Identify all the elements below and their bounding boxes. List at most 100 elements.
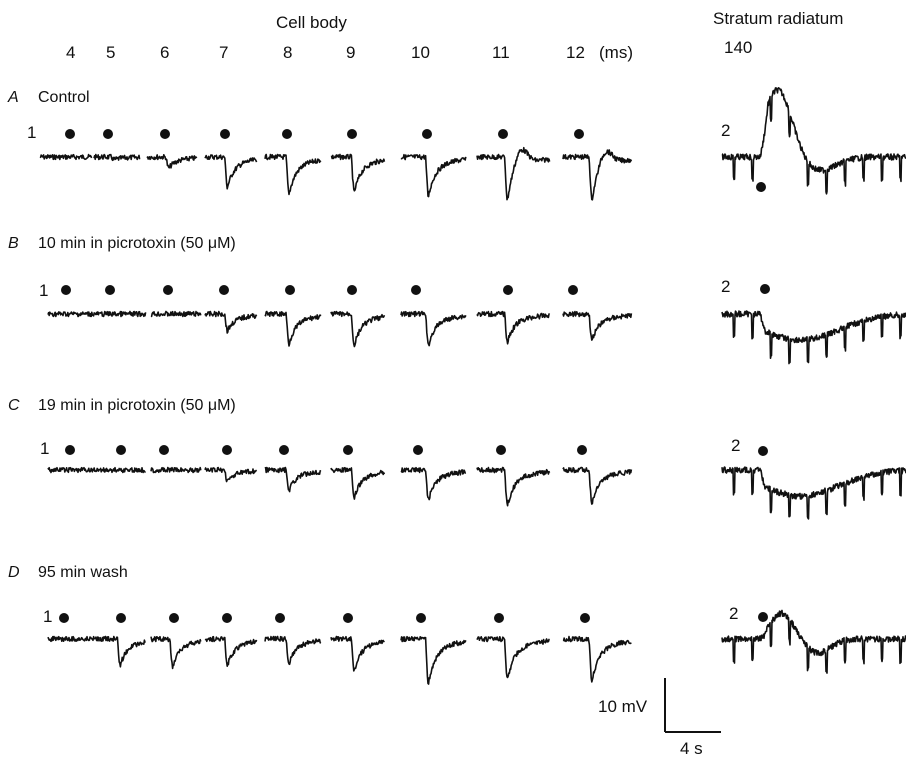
trace-marker-cell: 1: [39, 281, 49, 300]
cell-body-trace: [330, 635, 385, 672]
stimulus-dot: [279, 445, 289, 455]
panel-b-title: 10 min in picrotoxin (50 μM): [38, 235, 236, 252]
cell-body-trace: [476, 635, 550, 679]
panel-d-letter: D: [8, 564, 20, 581]
trace-marker-cell: 1: [27, 123, 37, 142]
stimulus-dot: [220, 129, 230, 139]
cell-body-trace: [476, 466, 551, 507]
stimulus-dot: [503, 285, 513, 295]
stimulus-dot: [163, 285, 173, 295]
radiatum-timing-label: 140: [724, 38, 753, 57]
stimulus-dot: [574, 129, 584, 139]
stimulus-dot: [103, 129, 113, 139]
timing-label: 6: [160, 43, 170, 62]
stimulus-dot: [568, 285, 578, 295]
stimulus-dot: [116, 445, 126, 455]
stimulus-dot: [65, 445, 75, 455]
timing-label: 12: [566, 43, 585, 62]
stimulus-dot: [61, 285, 71, 295]
cell-body-trace: [400, 635, 467, 685]
cell-body-trace: [47, 311, 101, 318]
cell-body-trace: [150, 310, 202, 318]
cell-body-trace: [146, 154, 198, 169]
stimulus-dot: [758, 446, 768, 456]
timing-label: 4: [66, 43, 76, 62]
stimulus-dot: [413, 445, 423, 455]
stimulus-dot: [496, 445, 506, 455]
trace-marker-radiatum: 2: [721, 277, 731, 296]
stimulus-dot: [343, 613, 353, 623]
timing-label: 7: [219, 43, 229, 62]
stimulus-dot: [411, 285, 421, 295]
stimulus-dot: [160, 129, 170, 139]
panel-a-label: A Control: [8, 90, 90, 106]
timing-label: 8: [283, 43, 293, 62]
stimulus-dot: [219, 285, 229, 295]
cell-body-trace: [330, 466, 386, 500]
ms-unit-label: (ms): [599, 43, 633, 62]
cell-body-trace: [476, 146, 551, 201]
trace-marker-radiatum: 2: [729, 604, 739, 623]
cell-body-trace: [99, 635, 146, 668]
stimulus-dot: [760, 284, 770, 294]
stimulus-dot: [116, 613, 126, 623]
panel-a-title: Control: [38, 89, 90, 106]
trace-marker-radiatum: 2: [721, 121, 731, 140]
cell-body-trace: [204, 154, 258, 190]
cell-body-trace: [562, 635, 632, 683]
cell-body-trace: [400, 310, 467, 347]
cell-body-trace: [562, 466, 633, 505]
cell-body-trace: [150, 466, 202, 474]
cell-body-trace: [47, 635, 101, 643]
panel-b-letter: B: [8, 235, 19, 252]
stimulus-dot: [494, 613, 504, 623]
cell-body-trace: [264, 310, 322, 347]
stimulus-dot: [758, 612, 768, 622]
cell-body-trace: [99, 310, 147, 318]
cell-body-trace: [330, 310, 386, 348]
stimulus-dot: [59, 613, 69, 623]
cell-body-trace: [39, 153, 93, 161]
cell-body-trace: [330, 153, 386, 192]
timing-label: 5: [106, 43, 116, 62]
stimulus-dot: [105, 285, 115, 295]
timing-label: 10: [411, 43, 430, 62]
stimulus-dot: [282, 129, 292, 139]
stimulus-dot: [159, 445, 169, 455]
cell-body-trace: [99, 466, 146, 474]
stimulus-dot: [416, 613, 426, 623]
trace-marker-cell: 1: [40, 439, 50, 458]
scale-bar-time-label: 4 s: [680, 739, 703, 758]
stimulus-dot: [577, 445, 587, 455]
stimulus-dot: [347, 129, 357, 139]
scale-bar-voltage-label: 10 mV: [598, 697, 648, 716]
cell-body-trace: [264, 466, 322, 493]
cell-body-trace: [400, 153, 467, 198]
cell-body-trace: [264, 635, 322, 666]
cell-body-title: Cell body: [276, 13, 347, 32]
radiatum-trace: [721, 609, 906, 674]
panel-c-letter: C: [8, 397, 20, 414]
stimulus-dot: [347, 285, 357, 295]
panel-a-letter: A: [8, 89, 19, 106]
radiatum-trace: [721, 87, 906, 195]
trace-marker-cell: 1: [43, 607, 53, 626]
stimulus-dot: [65, 129, 75, 139]
cell-body-trace: [204, 466, 258, 483]
cell-body-trace: [150, 635, 202, 670]
stimulus-dot: [222, 613, 232, 623]
stimulus-dot: [285, 285, 295, 295]
stimulus-dot: [422, 129, 432, 139]
radiatum-trace: [721, 466, 906, 520]
panel-d-label: D 95 min wash: [8, 565, 128, 581]
cell-body-trace: [47, 466, 101, 474]
cell-body-trace: [400, 466, 467, 501]
radiatum-trace: [721, 310, 906, 365]
stimulus-dot: [169, 613, 179, 623]
stratum-radiatum-title: Stratum radiatum: [713, 9, 844, 28]
stimulus-dot: [498, 129, 508, 139]
cell-body-trace: [204, 635, 258, 668]
cell-body-trace: [93, 153, 141, 162]
stimulus-dot: [580, 613, 590, 623]
timing-label: 11: [492, 43, 510, 62]
